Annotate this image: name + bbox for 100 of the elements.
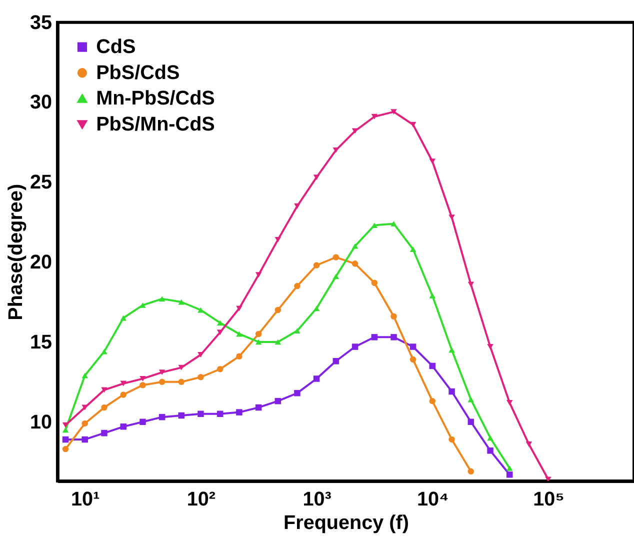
point	[178, 364, 185, 370]
point	[468, 468, 474, 475]
point	[62, 427, 69, 433]
x-axis-title: Frequency (f)	[284, 512, 409, 534]
point	[158, 414, 166, 420]
point	[82, 372, 88, 378]
point	[487, 448, 494, 454]
point	[371, 114, 378, 120]
point	[294, 282, 300, 290]
point	[545, 476, 552, 482]
legend-label: PbS/CdS	[96, 62, 180, 84]
point	[410, 246, 416, 252]
point	[236, 306, 242, 312]
x-tick-label: 10³	[302, 488, 332, 510]
point	[332, 274, 340, 280]
x-tick-label: 10⁴	[416, 488, 449, 510]
point	[468, 418, 474, 426]
point	[178, 412, 185, 419]
point	[101, 348, 108, 354]
point	[506, 400, 513, 406]
point	[390, 334, 397, 340]
point	[140, 376, 146, 382]
point	[448, 347, 455, 353]
y-tick-label: 10	[30, 411, 52, 434]
point	[294, 390, 300, 396]
point	[62, 422, 69, 428]
point	[216, 330, 224, 336]
legend-label: Mn-PbS/CdS	[96, 88, 215, 110]
point	[120, 315, 127, 321]
point	[352, 128, 358, 134]
point	[487, 435, 494, 441]
legend-label: CdS	[96, 36, 136, 58]
point	[429, 398, 436, 404]
point	[140, 382, 146, 388]
point	[198, 374, 204, 380]
point	[255, 330, 262, 338]
point	[487, 344, 494, 350]
y-tick-label: 20	[30, 252, 52, 274]
point	[198, 307, 204, 313]
y-axis-title: Phase(degree)	[5, 184, 28, 320]
point	[158, 378, 166, 386]
point	[410, 344, 416, 350]
point	[140, 418, 146, 426]
point	[448, 436, 455, 443]
x-tick-label: 10¹	[71, 488, 100, 510]
point	[101, 387, 108, 393]
y-tick-label: 30	[30, 92, 52, 114]
point	[371, 280, 378, 286]
point	[274, 236, 282, 242]
point	[352, 260, 358, 267]
point	[448, 388, 455, 395]
point	[468, 282, 474, 288]
point	[274, 306, 282, 314]
point	[255, 404, 262, 411]
point	[178, 299, 185, 305]
point	[410, 122, 416, 128]
point	[294, 328, 300, 334]
point	[526, 442, 532, 447]
point	[101, 430, 108, 436]
point	[198, 352, 204, 358]
point	[352, 243, 358, 249]
point	[429, 362, 436, 370]
point	[120, 380, 127, 386]
x-tick-label: 10⁵	[533, 488, 564, 510]
point	[62, 446, 69, 452]
point	[274, 339, 282, 345]
point	[390, 313, 397, 320]
point	[294, 203, 300, 209]
point	[216, 320, 224, 326]
point	[101, 404, 108, 411]
point	[236, 331, 242, 337]
x-tick-label: 10²	[186, 488, 216, 510]
point	[332, 147, 340, 153]
point	[313, 376, 320, 382]
point	[158, 296, 166, 302]
point	[216, 410, 224, 418]
point	[62, 436, 69, 443]
point	[158, 370, 166, 376]
point	[120, 392, 127, 398]
y-tick-label: 25	[30, 172, 52, 194]
point	[506, 471, 513, 478]
point	[236, 353, 242, 360]
point	[178, 378, 185, 386]
point	[332, 358, 340, 364]
point	[506, 466, 513, 471]
point	[82, 436, 88, 443]
point	[140, 302, 146, 308]
point	[236, 409, 242, 416]
point	[255, 272, 262, 278]
point	[390, 109, 397, 115]
point	[255, 339, 262, 345]
point	[371, 222, 378, 228]
point	[274, 398, 282, 404]
point	[216, 366, 224, 372]
point	[352, 344, 358, 350]
point	[82, 420, 88, 427]
point	[198, 410, 204, 418]
point	[120, 424, 127, 430]
point	[332, 254, 340, 260]
point	[410, 356, 416, 363]
